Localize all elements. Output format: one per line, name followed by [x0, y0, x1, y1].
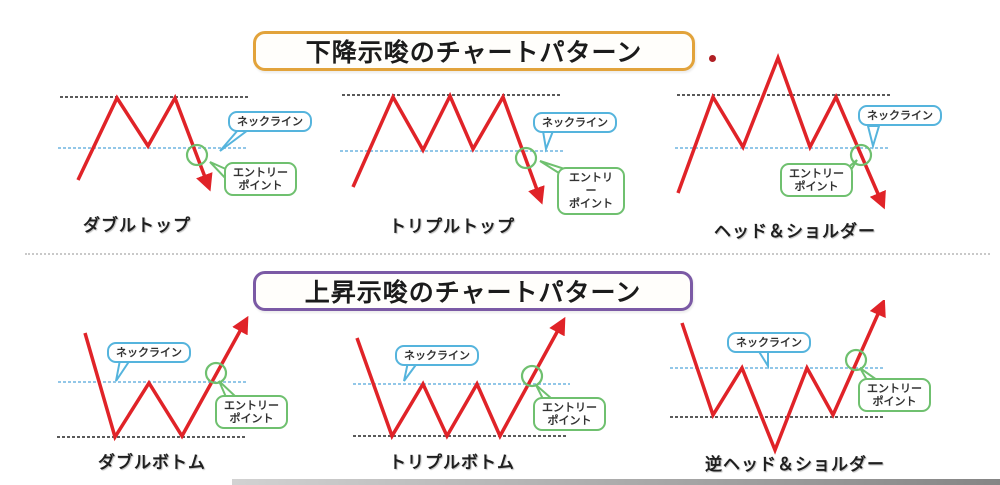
neckline-label-text: ネックライン [736, 336, 802, 349]
pattern-name-triple-top: トリプルトップ [389, 217, 515, 237]
pattern-name-double-bottom: ダブルボトム [98, 453, 206, 473]
entry-label-text: エントリー ポイント [224, 399, 279, 426]
neckline-label: ネックライン [228, 111, 312, 133]
entry-label-text: エントリー ポイント [569, 171, 613, 211]
section-divider [25, 253, 990, 255]
neckline-label-text: ネックライン [867, 109, 933, 122]
neckline-bubble-tail [866, 125, 881, 150]
pattern-name-triple-bottom: トリプルボトム [389, 453, 515, 473]
price-line [76, 93, 213, 192]
panel-double-top: ネックライン エントリー ポイント ダブルトップ [40, 85, 320, 245]
section-title-bullish-text: 上昇示唆のチャートパターン [304, 278, 642, 307]
neckline-label: ネックライン [858, 105, 942, 127]
neckline-label: ネックライン [727, 332, 811, 354]
entry-point-circle [204, 361, 228, 385]
neckline-label-text: ネックライン [542, 116, 608, 129]
neckline-label: ネックライン [107, 342, 191, 364]
pattern-name-inverse-head-and-shoulders: 逆ヘッド＆ショルダー [705, 455, 885, 475]
neckline-bubble-tail [541, 130, 555, 153]
neckline-label-text: ネックライン [116, 346, 182, 359]
entry-point-label: エントリー ポイント [215, 395, 288, 430]
entry-point-label: エントリー ポイント [780, 163, 853, 198]
panel-double-bottom: ネックライン エントリー ポイント ダブルボトム [40, 315, 320, 480]
head-and-shoulders-diagram [675, 53, 890, 210]
double-top-diagram [58, 93, 251, 192]
entry-point-label: エントリー ポイント [533, 397, 606, 432]
neckline-label: ネックライン [395, 345, 479, 367]
entry-point-circle [520, 364, 544, 388]
neckline-label: ネックライン [533, 112, 617, 134]
section-title-bearish-text: 下降示唆のチャートパターン [305, 38, 643, 67]
neckline-bubble-tail [115, 359, 132, 382]
neckline-label-text: ネックライン [404, 349, 470, 362]
entry-label-text: エントリー ポイント [789, 167, 844, 194]
red-dot-mark [709, 55, 716, 62]
neckline-label-text: ネックライン [237, 115, 303, 128]
entry-label-text: エントリー ポイント [542, 401, 597, 428]
entry-point-circle [185, 143, 209, 167]
entry-point-label: エントリー ポイント [557, 167, 625, 215]
double-bottom-diagram [57, 315, 249, 442]
price-line [83, 315, 249, 442]
entry-point-circle [849, 143, 873, 167]
section-title-bullish: 上昇示唆のチャートパターン [253, 271, 693, 311]
entry-point-circle [844, 348, 868, 372]
panel-head-and-shoulders: ネックライン エントリー ポイント ヘッド＆ショルダー [655, 40, 1000, 245]
section-title-bearish: 下降示唆のチャートパターン [253, 31, 695, 71]
entry-point-circle [514, 146, 538, 170]
pattern-name-head-and-shoulders: ヘッド＆ショルダー [714, 222, 876, 242]
entry-point-label: エントリー ポイント [224, 162, 297, 197]
entry-label-text: エントリー ポイント [233, 166, 288, 193]
price-line [355, 316, 566, 441]
pattern-name-double-top: ダブルトップ [83, 216, 191, 236]
entry-point-label: エントリー ポイント [858, 378, 931, 413]
panel-triple-top: ネックライン エントリー ポイント トリプルトップ [335, 85, 625, 245]
price-line [351, 91, 545, 205]
panel-triple-bottom: ネックライン エントリー ポイント トリプルボトム [335, 315, 625, 480]
bottom-edge-bar [232, 479, 1000, 485]
price-line [676, 53, 886, 210]
panel-inverse-head-and-shoulders: ネックライン エントリー ポイント 逆ヘッド＆ショルダー [655, 300, 1000, 485]
entry-label-text: エントリー ポイント [867, 382, 922, 409]
price-line [680, 300, 886, 455]
